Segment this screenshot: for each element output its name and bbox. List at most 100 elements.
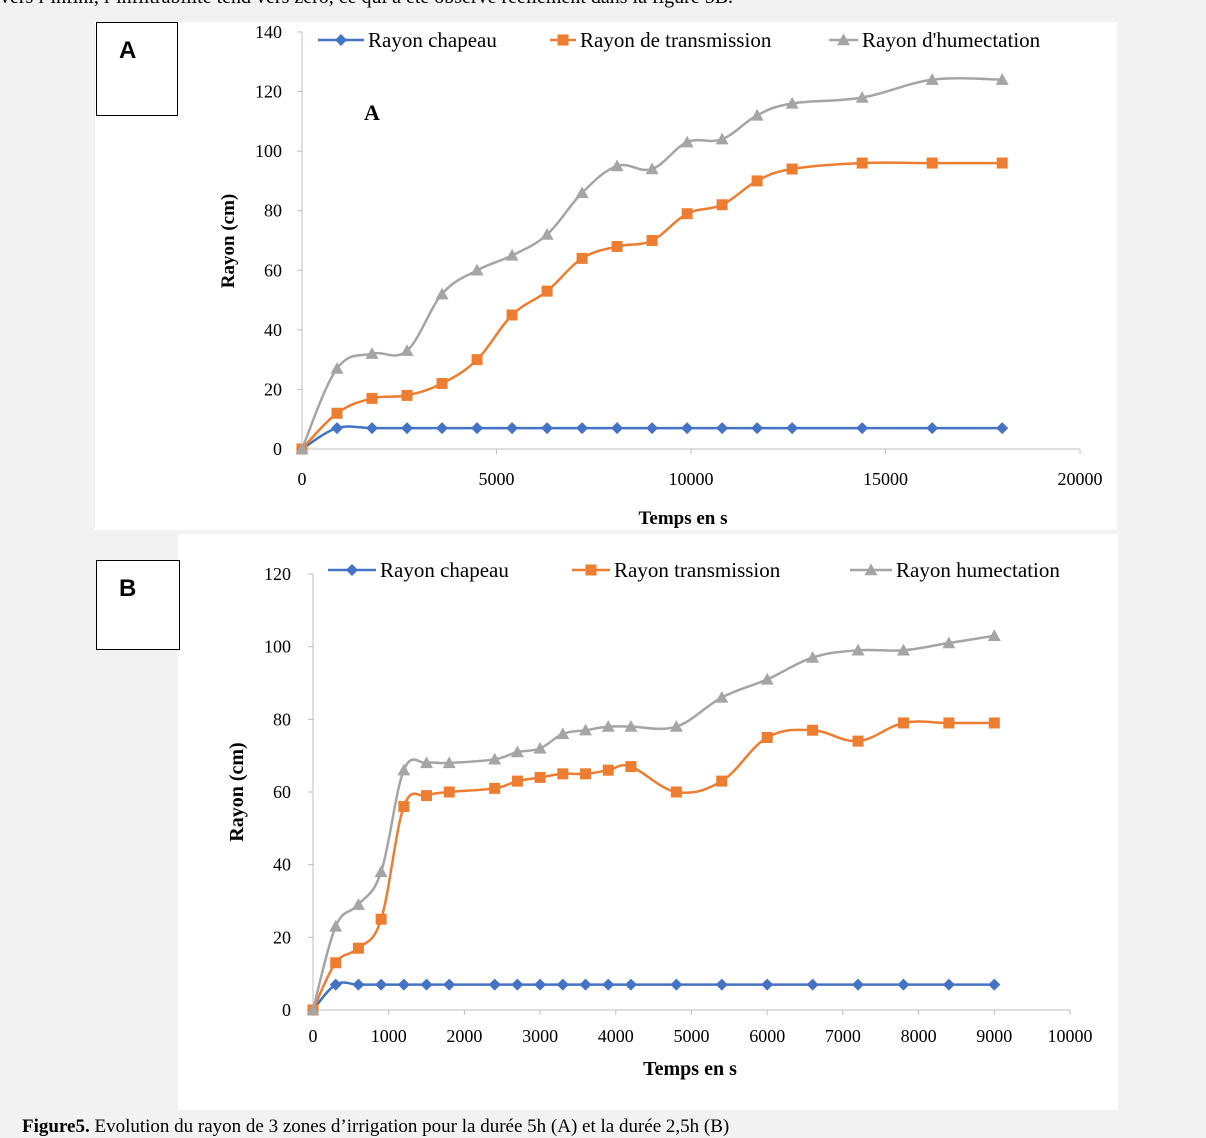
series-point-1 [329,978,342,991]
y-tick-label: 0 [282,1000,291,1020]
y-tick-label: 120 [255,82,282,102]
series-point-2 [926,157,938,169]
x-tick-label: 1000 [371,1026,407,1046]
series-point-2 [489,782,501,794]
series-point-1 [646,422,659,435]
series-point-3 [896,643,910,656]
series-point-3 [295,442,309,455]
series-point-3 [987,629,1001,641]
y-tick-label: 80 [273,709,291,729]
series-point-1 [375,978,388,991]
series-point-3 [470,263,484,276]
series-point-3 [669,720,683,732]
series-point-3 [397,763,411,776]
series-point-3 [855,91,869,103]
series-point-2 [807,724,819,736]
x-tick-label: 3000 [522,1026,558,1046]
series-point-2 [443,786,455,798]
series-point-2 [897,717,909,729]
series-point-1 [681,422,694,435]
series-point-1 [436,422,449,435]
series-point-2 [580,768,592,780]
series-point-3 [351,898,365,910]
series-point-2 [943,717,955,729]
series-point-3 [400,344,414,356]
series-point-1 [716,422,729,435]
series-point-2 [534,771,546,783]
series-point-2 [541,285,553,297]
series-point-1 [988,978,1001,991]
legend-entry: Rayon chapeau [380,558,509,582]
series-point-2 [996,157,1008,169]
legend-marker [837,33,850,46]
y-axis-label: Rayon (cm) [226,742,248,841]
x-tick-label: 2000 [446,1026,482,1046]
legend-marker [335,34,347,46]
x-tick-label: 7000 [825,1026,861,1046]
series-point-3 [329,919,343,932]
series-line-1 [312,981,995,1011]
series-point-3 [715,691,729,703]
series-point-1 [761,978,774,991]
series-point-2 [330,957,342,969]
inner-panel-label: A [364,100,380,125]
y-tick-label: 60 [273,782,291,802]
y-tick-label: 20 [264,379,282,399]
series-point-2 [576,252,588,264]
figure-caption: Figure5. Evolution du rayon de 3 zones d… [22,1116,729,1138]
legend-marker [557,34,569,46]
x-tick-label: 0 [298,469,307,489]
x-tick-label: 10000 [1048,1026,1093,1046]
series-point-2 [786,163,798,175]
y-tick-label: 100 [255,141,282,161]
series-point-1 [579,978,592,991]
series-point-3 [806,651,820,663]
series-point-3 [365,347,379,359]
series-point-3 [925,73,939,85]
legend-entry: Rayon transmission [614,558,781,582]
series-point-2 [751,175,763,187]
series-point-2 [352,942,364,954]
y-tick-label: 0 [273,439,282,459]
chart-a-background [95,22,1117,530]
y-tick-label: 40 [264,320,282,340]
legend-entry: Rayon d'humectation [862,28,1041,52]
series-point-2 [856,157,868,169]
series-point-3 [645,162,659,175]
series-point-2 [988,717,1000,729]
series-line-2 [311,720,995,1011]
series-point-3 [995,73,1009,85]
series-point-1 [420,978,433,991]
series-point-1 [751,422,764,435]
series-point-2 [506,309,518,321]
series-point-3 [330,362,344,374]
series-point-1 [624,978,637,991]
series-point-2 [401,389,413,401]
series-point-2 [716,775,728,787]
series-point-1 [397,978,410,991]
series-point-3 [374,865,388,878]
series-point-3 [785,96,799,109]
legend-entry: Rayon humectation [896,558,1060,582]
series-point-1 [852,978,865,991]
series-line-3 [300,76,1003,450]
series-point-1 [786,422,799,435]
series-point-2 [375,913,387,925]
x-tick-label: 8000 [901,1026,937,1046]
series-point-3 [442,756,456,769]
panel-label-a: A [96,22,178,116]
series-point-2 [681,208,693,220]
series-point-3 [610,159,624,172]
x-tick-label: 20000 [1058,469,1103,489]
series-point-3 [715,132,729,145]
legend-entry: Rayon chapeau [368,28,497,52]
series-point-1 [926,422,939,435]
legend-marker [585,564,597,576]
series-point-1 [806,978,819,991]
body-text-fragment: vers l’infini, l’infiltrabilité tend ver… [0,0,1206,16]
y-tick-label: 20 [273,927,291,947]
series-point-3 [624,720,638,732]
y-tick-label: 100 [264,637,291,657]
series-point-1 [715,978,728,991]
